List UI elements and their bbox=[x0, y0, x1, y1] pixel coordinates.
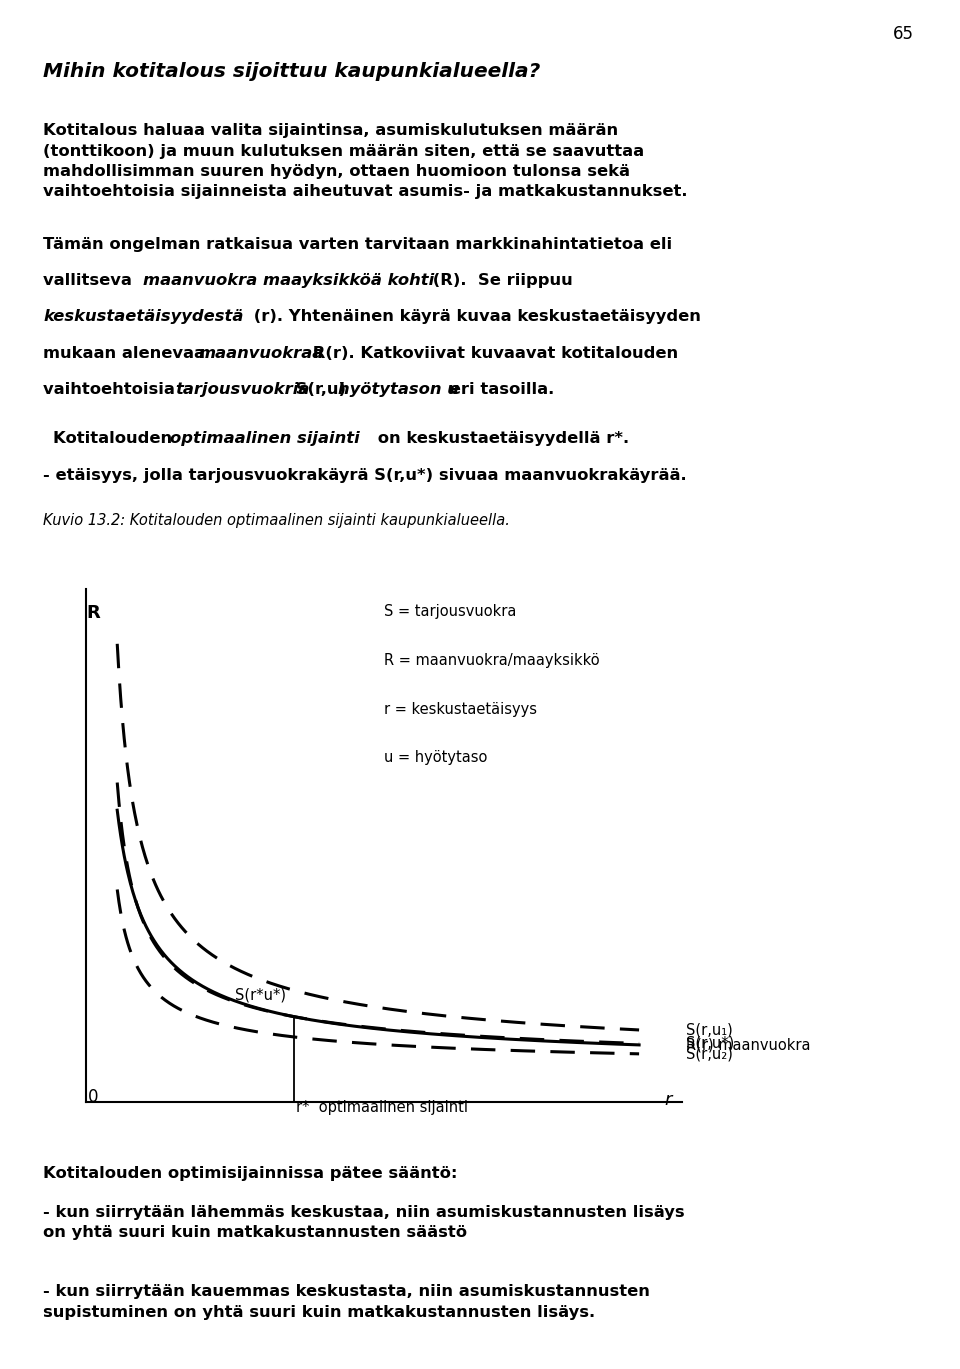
Text: Tämän ongelman ratkaisua varten tarvitaan markkinahintatietoa eli: Tämän ongelman ratkaisua varten tarvitaa… bbox=[43, 237, 672, 252]
Text: r*  optimaalinen sijainti: r* optimaalinen sijainti bbox=[297, 1099, 468, 1114]
Text: S(r*u*): S(r*u*) bbox=[234, 987, 286, 1002]
Text: vaihtoehtoisia: vaihtoehtoisia bbox=[43, 382, 180, 397]
Text: r: r bbox=[664, 1091, 672, 1109]
Text: r = keskustaetäisyys: r = keskustaetäisyys bbox=[384, 701, 537, 716]
Text: vallitseva: vallitseva bbox=[43, 274, 144, 287]
Text: S(r,u): S(r,u) bbox=[290, 382, 351, 397]
Text: R(r) maanvuokra: R(r) maanvuokra bbox=[686, 1038, 811, 1053]
Text: S(r,u₁): S(r,u₁) bbox=[686, 1023, 733, 1038]
Text: tarjousvuokria: tarjousvuokria bbox=[176, 382, 310, 397]
Text: S(r,u₂): S(r,u₂) bbox=[686, 1046, 733, 1061]
Text: - etäisyys, jolla tarjousvuokrakäyrä S(r,u*) sivuaa maanvuokrakäyrää.: - etäisyys, jolla tarjousvuokrakäyrä S(r… bbox=[43, 467, 686, 482]
Text: - kun siirrytään kauemmas keskustasta, niin asumiskustannusten
supistuminen on y: - kun siirrytään kauemmas keskustasta, n… bbox=[43, 1284, 650, 1320]
Text: 0: 0 bbox=[87, 1088, 98, 1106]
Text: R = maanvuokra/maayksikkö: R = maanvuokra/maayksikkö bbox=[384, 653, 600, 668]
Text: on keskustaetäisyydellä r*.: on keskustaetäisyydellä r*. bbox=[372, 431, 629, 446]
Text: Kotitalouden: Kotitalouden bbox=[53, 431, 178, 446]
Text: eri tasoilla.: eri tasoilla. bbox=[444, 382, 554, 397]
Text: keskustaetäisyydestä: keskustaetäisyydestä bbox=[43, 309, 244, 324]
Text: S = tarjousvuokra: S = tarjousvuokra bbox=[384, 604, 516, 619]
Text: maanvuokra maayksikköä kohti: maanvuokra maayksikköä kohti bbox=[143, 274, 434, 287]
Text: (r). Yhtenäinen käyrä kuvaa keskustaetäisyyden: (r). Yhtenäinen käyrä kuvaa keskustaetäi… bbox=[248, 309, 701, 324]
Text: - kun siirrytään lähemmäs keskustaa, niin asumiskustannusten lisäys
on yhtä suur: - kun siirrytään lähemmäs keskustaa, nii… bbox=[43, 1205, 684, 1240]
Text: 65: 65 bbox=[893, 25, 914, 42]
Text: hyötytason u: hyötytason u bbox=[338, 382, 459, 397]
Text: (R).  Se riippuu: (R). Se riippuu bbox=[427, 274, 573, 287]
Text: R: R bbox=[85, 604, 100, 622]
Text: mukaan alenevaa: mukaan alenevaa bbox=[43, 345, 211, 360]
Text: Kotitalouden optimisijainnissa pätee sääntö:: Kotitalouden optimisijainnissa pätee sää… bbox=[43, 1166, 458, 1181]
Text: maanvuokraa: maanvuokraa bbox=[199, 345, 324, 360]
Text: Kotitalous haluaa valita sijaintinsa, asumiskulutuksen määrän
(tonttikoon) ja mu: Kotitalous haluaa valita sijaintinsa, as… bbox=[43, 123, 687, 200]
Text: Kuvio 13.2: Kotitalouden optimaalinen sijainti kaupunkialueella.: Kuvio 13.2: Kotitalouden optimaalinen si… bbox=[43, 512, 510, 527]
Text: R(r). Katkoviivat kuvaavat kotitalouden: R(r). Katkoviivat kuvaavat kotitalouden bbox=[307, 345, 679, 360]
Text: S(r,u*): S(r,u*) bbox=[686, 1036, 734, 1050]
Text: Mihin kotitalous sijoittuu kaupunkialueella?: Mihin kotitalous sijoittuu kaupunkialuee… bbox=[43, 62, 540, 81]
Text: u = hyötytaso: u = hyötytaso bbox=[384, 750, 488, 765]
Text: optimaalinen sijainti: optimaalinen sijainti bbox=[170, 431, 360, 446]
